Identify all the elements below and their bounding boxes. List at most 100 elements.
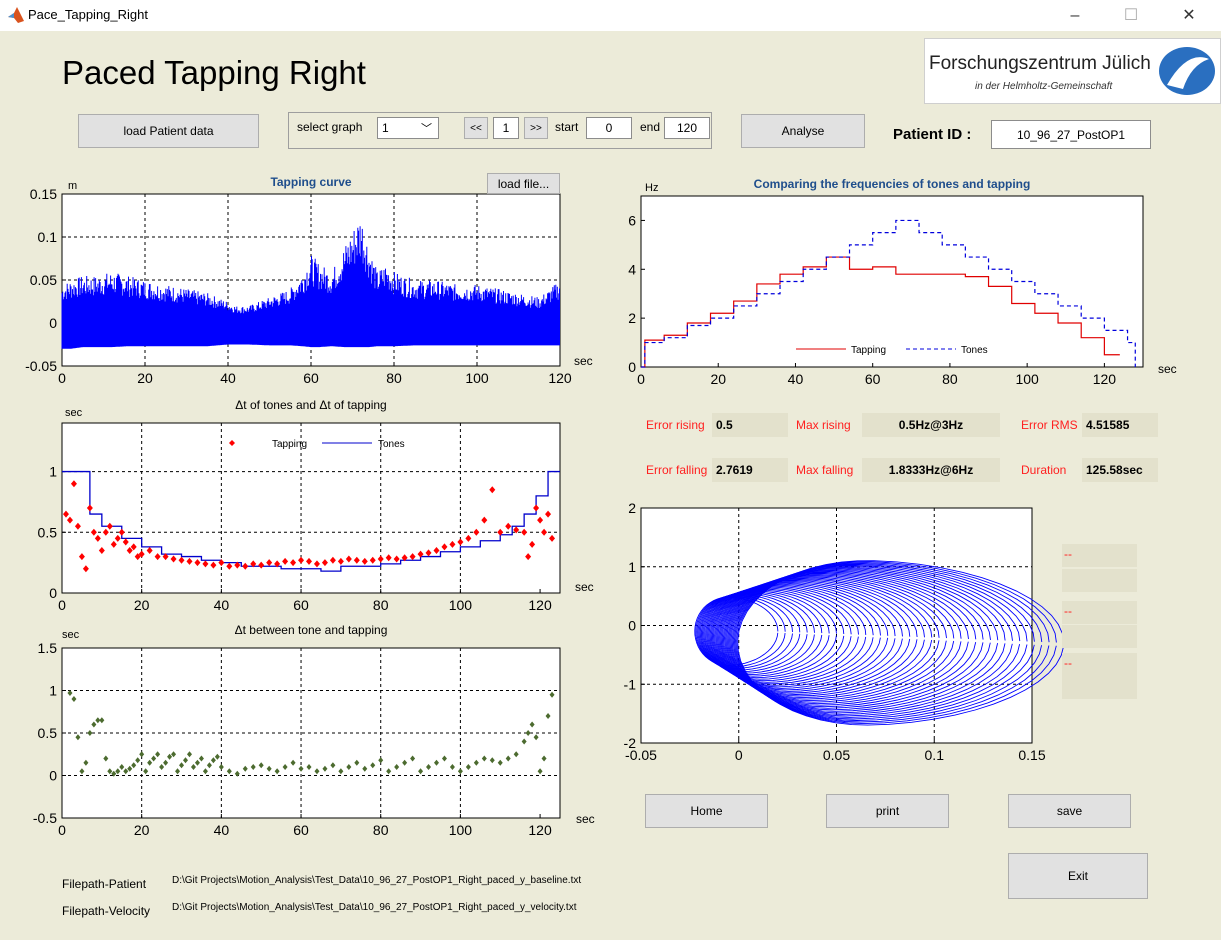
tapping-point — [70, 480, 77, 488]
load-file-button[interactable]: load file... — [487, 173, 560, 194]
chart-title-2: Δt of tones and Δt of tapping — [235, 398, 386, 412]
tapping-point — [537, 516, 544, 524]
tapping-point — [409, 553, 416, 561]
delta-point — [107, 768, 113, 775]
analyse-button[interactable]: Analyse — [741, 114, 865, 148]
x-tick-label: 80 — [386, 370, 402, 386]
window-titlebar: Pace_Tapping_Right – ☐ ✕ — [0, 0, 1221, 31]
tapping-point — [78, 553, 85, 561]
x-tick-label: 60 — [303, 370, 319, 386]
result-dash-3: -- — [1064, 656, 1072, 670]
chart-title-0: Tapping curve — [270, 175, 351, 189]
result-box-2 — [1062, 569, 1137, 592]
legend-tapping-label: Tapping — [272, 439, 307, 450]
tapping-point — [114, 534, 121, 542]
delta-point — [67, 690, 73, 697]
phase-loop — [698, 593, 808, 673]
exit-button[interactable]: Exit — [1008, 853, 1148, 899]
delta-point — [234, 770, 240, 777]
prev-graph-button[interactable]: << — [464, 117, 488, 139]
y-tick-label: 0 — [49, 585, 57, 601]
max-rising-label: Max rising — [796, 418, 851, 432]
home-button[interactable]: Home — [645, 794, 768, 828]
x-tick-label: 120 — [1093, 371, 1117, 387]
tapping-point — [210, 561, 217, 569]
select-graph-label: select graph — [297, 120, 363, 134]
y-tick-label: 0 — [628, 618, 636, 634]
y-tick-label: -0.05 — [25, 358, 57, 374]
phase-loop — [706, 586, 859, 683]
phase-loop — [709, 583, 881, 688]
y-tick-label: 6 — [628, 212, 636, 228]
phase-loop — [703, 589, 837, 679]
y-axis-label-1: Hz — [645, 182, 658, 194]
y-tick-label: -2 — [624, 735, 637, 751]
patient-id-field[interactable]: 10_96_27_PostOP1 — [991, 120, 1151, 149]
phase-loop — [737, 560, 1065, 726]
graph-page-field[interactable]: 1 — [493, 117, 519, 139]
delta-point — [441, 755, 447, 762]
delta-point — [155, 751, 161, 758]
delta-point — [87, 730, 93, 736]
tapping-point — [138, 550, 145, 558]
maximize-button[interactable]: ☐ — [1123, 7, 1139, 24]
print-button[interactable]: print — [826, 794, 949, 828]
delta-point — [218, 764, 224, 770]
end-field[interactable]: 120 — [664, 117, 710, 139]
tapping-point — [162, 553, 169, 561]
tapping-point — [353, 556, 360, 564]
max-falling-label: Max falling — [796, 463, 854, 477]
error-falling-value: 2.7619 — [712, 458, 788, 482]
delta-point — [525, 730, 531, 736]
window-title: Pace_Tapping_Right — [28, 7, 148, 22]
tapping-point — [513, 526, 520, 534]
next-graph-button[interactable]: >> — [524, 117, 548, 139]
delta-point — [282, 764, 288, 770]
tapping-point — [234, 561, 241, 569]
y-tick-label: 0.5 — [38, 725, 58, 741]
x-tick-label: 0 — [637, 371, 645, 387]
start-field[interactable]: 0 — [586, 117, 632, 139]
tapping-point — [266, 559, 273, 567]
save-button[interactable]: save — [1008, 794, 1131, 828]
phase-loop — [735, 562, 1050, 723]
legend-tones-label: Tones — [378, 439, 405, 450]
series-tones-line — [641, 219, 1136, 368]
tapping-point — [497, 528, 504, 536]
y-tick-label: 1 — [628, 559, 636, 575]
delta-point — [135, 757, 141, 764]
y-tick-label: 0 — [49, 315, 57, 331]
tapping-point — [529, 540, 536, 548]
x-tick-label: 40 — [220, 370, 236, 386]
delta-point — [163, 759, 169, 766]
x-tick-label: 80 — [942, 371, 958, 387]
tapping-point — [345, 555, 352, 563]
select-graph-dropdown[interactable]: 1 ﹀ — [377, 117, 439, 139]
max-rising-value: 0.5Hz@3Hz — [862, 413, 1000, 437]
delta-point — [481, 755, 487, 762]
load-patient-button[interactable]: load Patient data — [78, 114, 259, 148]
logo-subtitle: in der Helmholtz-Gemeinschaft — [975, 81, 1113, 92]
tapping-point — [361, 557, 368, 565]
delta-point — [91, 721, 97, 728]
y-tick-label: 0 — [628, 359, 636, 375]
delta-point — [378, 757, 384, 764]
x-axis-label-3: sec — [576, 812, 595, 826]
delta-point — [111, 770, 117, 777]
tapping-point — [94, 534, 101, 542]
close-button[interactable]: ✕ — [1182, 7, 1196, 24]
delta-point — [505, 755, 511, 762]
x-tick-label: 0.15 — [1018, 747, 1045, 763]
plot-area-1 — [640, 195, 1144, 368]
y-tick-label: 0.15 — [30, 186, 57, 202]
tapping-point — [321, 559, 328, 567]
minimize-button[interactable]: – — [1070, 7, 1080, 24]
tapping-point — [465, 534, 472, 542]
x-tick-label: 20 — [710, 371, 726, 387]
y-tick-label: 0.1 — [38, 229, 58, 245]
x-axis-label-0: sec — [574, 354, 593, 368]
logo: Forschungszentrum Jülich in der Helmholt… — [924, 38, 1221, 104]
tapping-point — [186, 557, 193, 565]
delta-point — [541, 755, 547, 762]
y-tick-label: 2 — [628, 310, 636, 326]
